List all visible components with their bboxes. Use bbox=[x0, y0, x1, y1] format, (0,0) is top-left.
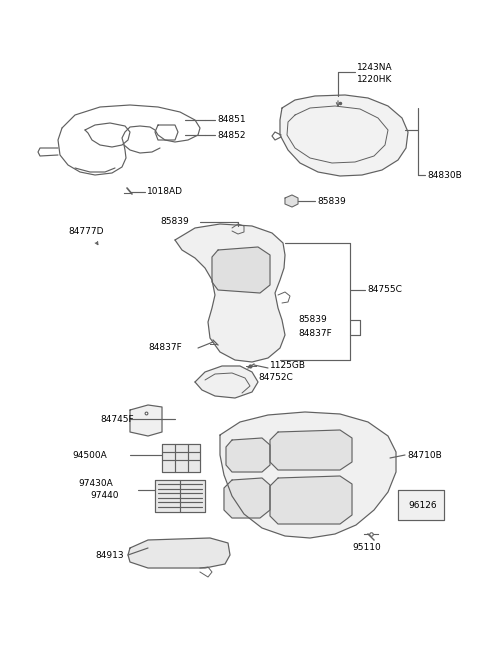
Text: 84837F: 84837F bbox=[148, 343, 182, 352]
Polygon shape bbox=[270, 430, 352, 470]
Text: 84755C: 84755C bbox=[367, 286, 402, 295]
Text: 85839: 85839 bbox=[160, 217, 189, 227]
Text: 84745F: 84745F bbox=[100, 415, 133, 424]
Text: 84851: 84851 bbox=[217, 115, 246, 124]
Text: 95110: 95110 bbox=[352, 544, 381, 553]
Text: 85839: 85839 bbox=[298, 316, 327, 324]
Polygon shape bbox=[195, 366, 258, 398]
Polygon shape bbox=[212, 247, 270, 293]
Polygon shape bbox=[280, 95, 408, 176]
Polygon shape bbox=[130, 405, 162, 436]
Text: 1125GB: 1125GB bbox=[270, 360, 306, 369]
Text: 84777D: 84777D bbox=[68, 227, 104, 236]
Text: 84752C: 84752C bbox=[258, 373, 293, 383]
Polygon shape bbox=[220, 412, 396, 538]
Text: 96126: 96126 bbox=[408, 500, 437, 510]
Polygon shape bbox=[226, 438, 270, 472]
Text: 1243NA: 1243NA bbox=[357, 64, 393, 73]
Polygon shape bbox=[224, 478, 270, 518]
Text: 97430A: 97430A bbox=[78, 479, 113, 489]
Text: 84913: 84913 bbox=[95, 550, 124, 559]
Text: 97440: 97440 bbox=[90, 491, 119, 500]
Polygon shape bbox=[175, 224, 285, 362]
Text: 1220HK: 1220HK bbox=[357, 75, 392, 84]
Text: 84830B: 84830B bbox=[427, 170, 462, 179]
Text: 84710B: 84710B bbox=[407, 451, 442, 460]
Polygon shape bbox=[270, 476, 352, 524]
Text: 84837F: 84837F bbox=[298, 329, 332, 337]
Polygon shape bbox=[162, 444, 200, 472]
Polygon shape bbox=[398, 490, 444, 520]
Text: 1018AD: 1018AD bbox=[147, 187, 183, 196]
Polygon shape bbox=[155, 480, 205, 512]
Text: 84852: 84852 bbox=[217, 130, 245, 140]
Polygon shape bbox=[285, 195, 298, 207]
Polygon shape bbox=[128, 538, 230, 568]
Text: 94500A: 94500A bbox=[72, 451, 107, 460]
Text: 85839: 85839 bbox=[317, 196, 346, 206]
